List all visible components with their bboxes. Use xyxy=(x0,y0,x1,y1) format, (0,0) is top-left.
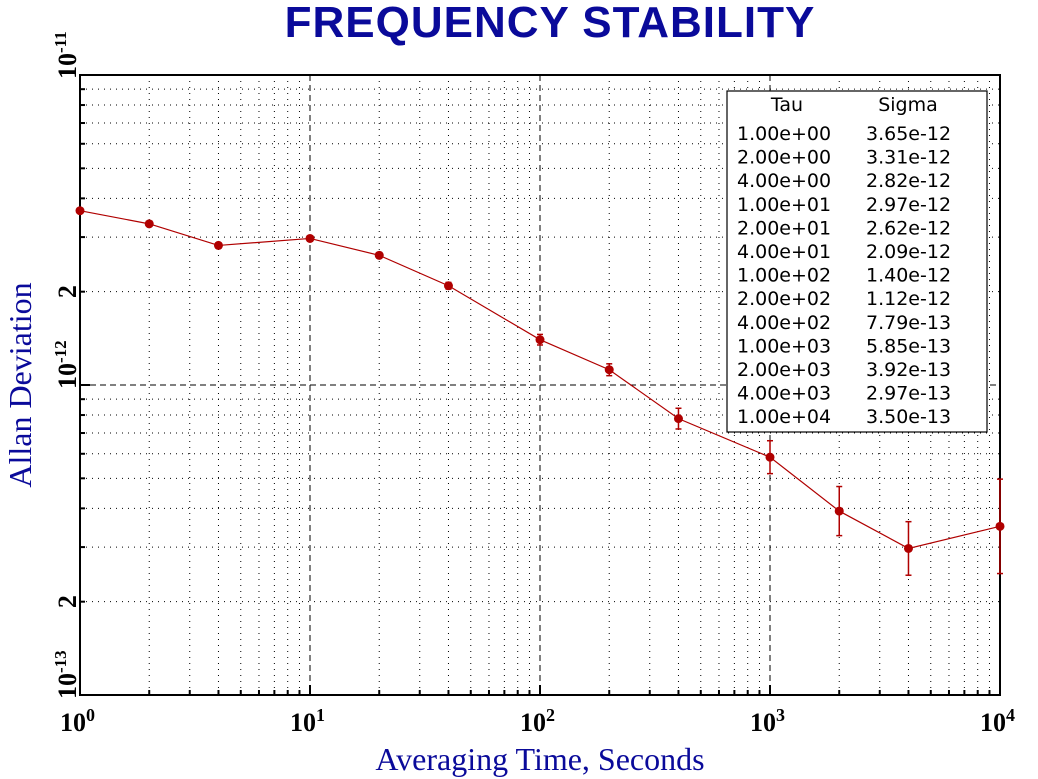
x-tick-label: 100 xyxy=(60,705,95,737)
y-tick-text: 10-11 xyxy=(51,31,82,79)
data-point xyxy=(673,414,683,424)
legend-tau-value: 1.00e+00 xyxy=(737,123,831,145)
legend-tau-value: 4.00e+00 xyxy=(737,170,831,192)
data-point xyxy=(834,506,844,516)
y-tick-label: 2 xyxy=(53,595,82,608)
x-tick-label: 104 xyxy=(980,705,1015,737)
legend-tau-value: 1.00e+03 xyxy=(737,335,831,357)
data-point xyxy=(374,250,384,260)
y-tick-text: 2 xyxy=(53,595,82,608)
legend-sigma-value: 2.97e-13 xyxy=(866,383,951,405)
legend-tau-value: 2.00e+02 xyxy=(737,288,831,310)
x-tick-label: 101 xyxy=(290,705,325,737)
y-tick-label: 10-12 xyxy=(51,340,82,389)
legend-box xyxy=(726,90,988,433)
data-point xyxy=(903,543,913,553)
legend-sigma-value: 2.09e-12 xyxy=(866,241,951,263)
legend-header-sigma: Sigma xyxy=(878,94,938,116)
legend-tau-value: 4.00e+02 xyxy=(737,312,831,334)
legend-sigma-value: 2.82e-12 xyxy=(866,170,951,192)
legend-sigma-value: 7.79e-13 xyxy=(866,312,951,334)
x-tick-label: 102 xyxy=(520,705,555,737)
legend-tau-value: 4.00e+01 xyxy=(737,241,831,263)
chart-title: FREQUENCY STABILITY xyxy=(284,0,816,47)
data-point xyxy=(213,240,223,250)
legend-sigma-value: 3.50e-13 xyxy=(866,406,951,428)
data-point xyxy=(535,335,545,345)
legend-sigma-value: 1.40e-12 xyxy=(866,265,951,287)
data-point xyxy=(75,206,85,216)
x-tick-label: 103 xyxy=(750,705,785,737)
x-axis-label: Averaging Time, Seconds xyxy=(375,741,705,777)
data-point xyxy=(765,452,775,462)
data-point xyxy=(995,521,1005,531)
legend-tau-value: 4.00e+03 xyxy=(737,383,831,405)
legend-tau-value: 2.00e+01 xyxy=(737,217,831,239)
y-tick-text: 2 xyxy=(53,285,82,298)
legend-tau-value: 2.00e+00 xyxy=(737,147,831,169)
legend-sigma-value: 3.92e-13 xyxy=(866,359,951,381)
legend-tau-value: 1.00e+04 xyxy=(737,406,831,428)
y-tick-label: 10-13 xyxy=(51,650,82,699)
legend-sigma-value: 3.31e-12 xyxy=(866,147,951,169)
y-tick-text: 10-13 xyxy=(51,650,82,699)
data-point xyxy=(443,281,453,291)
plot-frame xyxy=(79,74,1001,696)
legend-tau-value: 2.00e+03 xyxy=(737,359,831,381)
legend-sigma-value: 2.62e-12 xyxy=(866,217,951,239)
data-point xyxy=(305,233,315,243)
legend-tau-value: 1.00e+02 xyxy=(737,265,831,287)
legend-tau-value: 1.00e+01 xyxy=(737,194,831,216)
y-tick-text: 10-12 xyxy=(51,340,82,389)
data-point xyxy=(144,219,154,229)
legend-sigma-value: 3.65e-12 xyxy=(866,123,951,145)
legend-sigma-value: 2.97e-12 xyxy=(866,194,951,216)
legend-sigma-value: 1.12e-12 xyxy=(866,288,951,310)
y-tick-label: 10-11 xyxy=(51,31,82,79)
legend-sigma-value: 5.85e-13 xyxy=(866,335,951,357)
data-point xyxy=(604,365,614,375)
legend-header-tau: Tau xyxy=(770,94,803,116)
y-tick-label: 2 xyxy=(53,285,82,298)
